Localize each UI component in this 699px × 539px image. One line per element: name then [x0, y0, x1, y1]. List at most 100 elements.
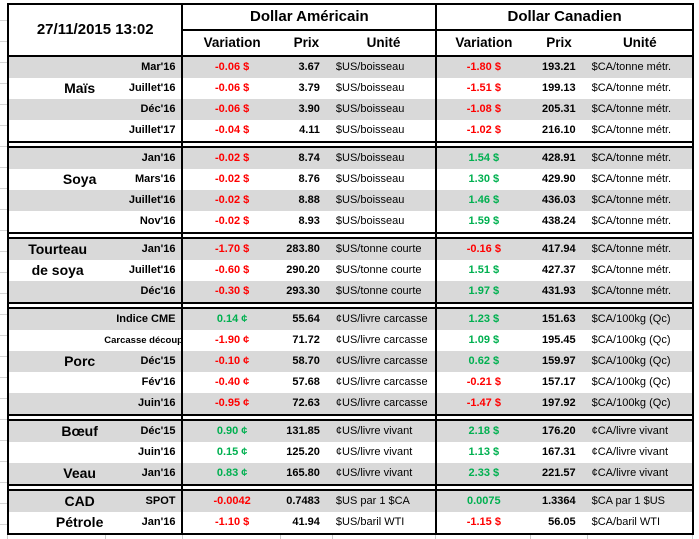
- us-price: 165.80: [280, 463, 332, 485]
- commodity-label: [8, 120, 105, 142]
- price-row: Veau Jan'16 0.83 ¢ 165.80 ¢US/livre vivant 2.…: [8, 463, 693, 485]
- ca-price: 431.93: [530, 281, 588, 303]
- ca-price: 176.20: [530, 420, 588, 442]
- us-variation: -0.02 $: [181, 190, 281, 211]
- us-price: 58.70: [280, 351, 332, 372]
- us-price: 71.72: [280, 330, 332, 351]
- ca-unit: ¢CA/livre vivant: [587, 442, 693, 463]
- us-unit: ¢US/livre carcasse: [331, 330, 437, 351]
- contract-month: Carcasse découpée: [104, 330, 183, 351]
- ca-price: 417.94: [530, 238, 588, 260]
- ca-variation: -0.21 $: [435, 372, 531, 393]
- ca-unit: $CA/tonne métr.: [587, 169, 693, 190]
- ca-prix-header: Prix: [530, 30, 588, 57]
- commodity-label: [8, 190, 105, 211]
- us-variation: -0.04 $: [181, 120, 281, 142]
- ca-variation: -1.80 $: [435, 56, 531, 78]
- ca-price: 197.92: [530, 393, 588, 415]
- group-separator: [8, 414, 693, 421]
- price-row: Juillet'16 -0.02 $8.88 $US/boisseau 1.46 $4…: [8, 190, 693, 211]
- ca-variation: 0.62 $: [435, 351, 531, 372]
- commodity-label: Porc: [8, 351, 105, 372]
- ca-unit: $CA/tonne métr.: [587, 99, 693, 120]
- price-row: Jan'16 -0.02 $8.74 $US/boisseau 1.54 $428.9…: [8, 147, 693, 169]
- group-separator: [8, 484, 693, 491]
- commodity-label: Tourteau: [8, 238, 105, 260]
- ca-variation: 2.33 $: [435, 463, 531, 485]
- ca-variation: 1.54 $: [435, 147, 531, 169]
- ca-unit: $CA/tonne métr.: [587, 120, 693, 142]
- price-row: Tourteau Jan'16 -1.70 $283.80 $US/tonne cou…: [8, 238, 693, 260]
- group-separator: [8, 232, 693, 239]
- contract-month: Mars'16: [104, 169, 183, 190]
- group-separator: [8, 302, 693, 309]
- contract-month: SPOT: [104, 490, 183, 512]
- ca-unit: $CA/tonne métr.: [587, 238, 693, 260]
- price-row: Bœuf Déc'15 0.90 ¢ 131.85 ¢US/livre vivant 2.…: [8, 420, 693, 442]
- ca-variation: 1.09 $: [435, 330, 531, 351]
- us-unit: ¢US/livre carcasse: [331, 393, 437, 415]
- commodity-label: CAD: [8, 490, 105, 512]
- sheet-gridline-gutter-left: [0, 0, 7, 539]
- us-price: 8.88: [280, 190, 332, 211]
- contract-month: Déc'16: [104, 281, 183, 303]
- us-variation: -0.06 $: [181, 99, 281, 120]
- commodity-label: [8, 56, 105, 78]
- contract-month: Jan'16: [104, 463, 183, 485]
- ca-unit: $CA/tonne métr.: [587, 78, 693, 99]
- contract-month: Nov'16: [104, 211, 183, 233]
- commodity-label: [8, 99, 105, 120]
- price-row: Carcasse découpée-1.90 ¢71.72¢US/livre c…: [8, 330, 693, 351]
- ca-unit: $CA/tonne métr.: [587, 56, 693, 78]
- commodity-label: Soya: [8, 169, 105, 190]
- us-unit: $US/tonne courte: [331, 238, 437, 260]
- ca-variation: -1.47 $: [435, 393, 531, 415]
- ca-unit: $CA/100kg (Qc): [587, 308, 693, 330]
- ca-unite-header: Unité: [587, 30, 693, 57]
- us-variation: -0.06 $: [181, 78, 281, 99]
- us-unit: ¢US/livre vivant: [331, 420, 437, 442]
- ca-unit: ¢CA/livre vivant: [587, 463, 693, 485]
- price-table: 27/11/2015 13:02 Dollar Américain Dollar…: [7, 3, 694, 535]
- contract-month: Déc'15: [104, 420, 183, 442]
- price-row: Fév'16 -0.40 ¢ 57.68 ¢US/livre carcasse -0.2…: [8, 372, 693, 393]
- us-price: 72.63: [280, 393, 332, 415]
- ca-variation: 1.46 $: [435, 190, 531, 211]
- contract-month: Jan'16: [104, 512, 183, 534]
- us-variation: -0.95 ¢: [181, 393, 281, 415]
- ca-variation-header: Variation: [435, 30, 531, 57]
- us-price: 4.11: [280, 120, 332, 142]
- report-datetime: 27/11/2015 13:02: [8, 4, 183, 57]
- ca-price: 199.13: [530, 78, 588, 99]
- us-unit: $US/boisseau: [331, 190, 437, 211]
- price-row: Juin'16 -0.95 ¢ 72.63 ¢US/livre carcasse -1.…: [8, 393, 693, 415]
- ca-price: 438.24: [530, 211, 588, 233]
- commodity-label: Bœuf: [8, 420, 105, 442]
- commodity-label: [8, 372, 105, 393]
- commodity-label: [8, 211, 105, 233]
- us-price: 283.80: [280, 238, 332, 260]
- ca-variation: -1.51 $: [435, 78, 531, 99]
- ca-variation: -1.08 $: [435, 99, 531, 120]
- ca-price: 157.17: [530, 372, 588, 393]
- us-price: 131.85: [280, 420, 332, 442]
- us-price: 55.64: [280, 308, 332, 330]
- us-variation: -0.06 $: [181, 56, 281, 78]
- us-unit: $US par 1 $CA: [331, 490, 437, 512]
- gridline-tick: [587, 534, 588, 539]
- price-row: Pétrole Jan'16 -1.10 $41.94 $US/baril WTI -1…: [8, 512, 693, 534]
- us-variation-header: Variation: [181, 30, 281, 57]
- price-row: CAD SPOT -0.0042 0.7483 $US par 1 $CA 0.0075 1…: [8, 490, 693, 512]
- contract-month: Jan'16: [104, 147, 183, 169]
- gridline-tick: [435, 534, 436, 539]
- commodity-label: Maïs: [8, 78, 105, 99]
- contract-month: Juillet'16: [104, 260, 183, 281]
- ca-unit: ¢CA/livre vivant: [587, 420, 693, 442]
- us-unit: $US/boisseau: [331, 147, 437, 169]
- commodity-label: de soya: [8, 260, 105, 281]
- us-price: 8.93: [280, 211, 332, 233]
- ca-variation: 1.97 $: [435, 281, 531, 303]
- price-row: de soya Juillet'16 -0.60 $290.20 $US/tonne …: [8, 260, 693, 281]
- us-variation: -1.90 ¢: [181, 330, 281, 351]
- gridline-tick: [280, 534, 281, 539]
